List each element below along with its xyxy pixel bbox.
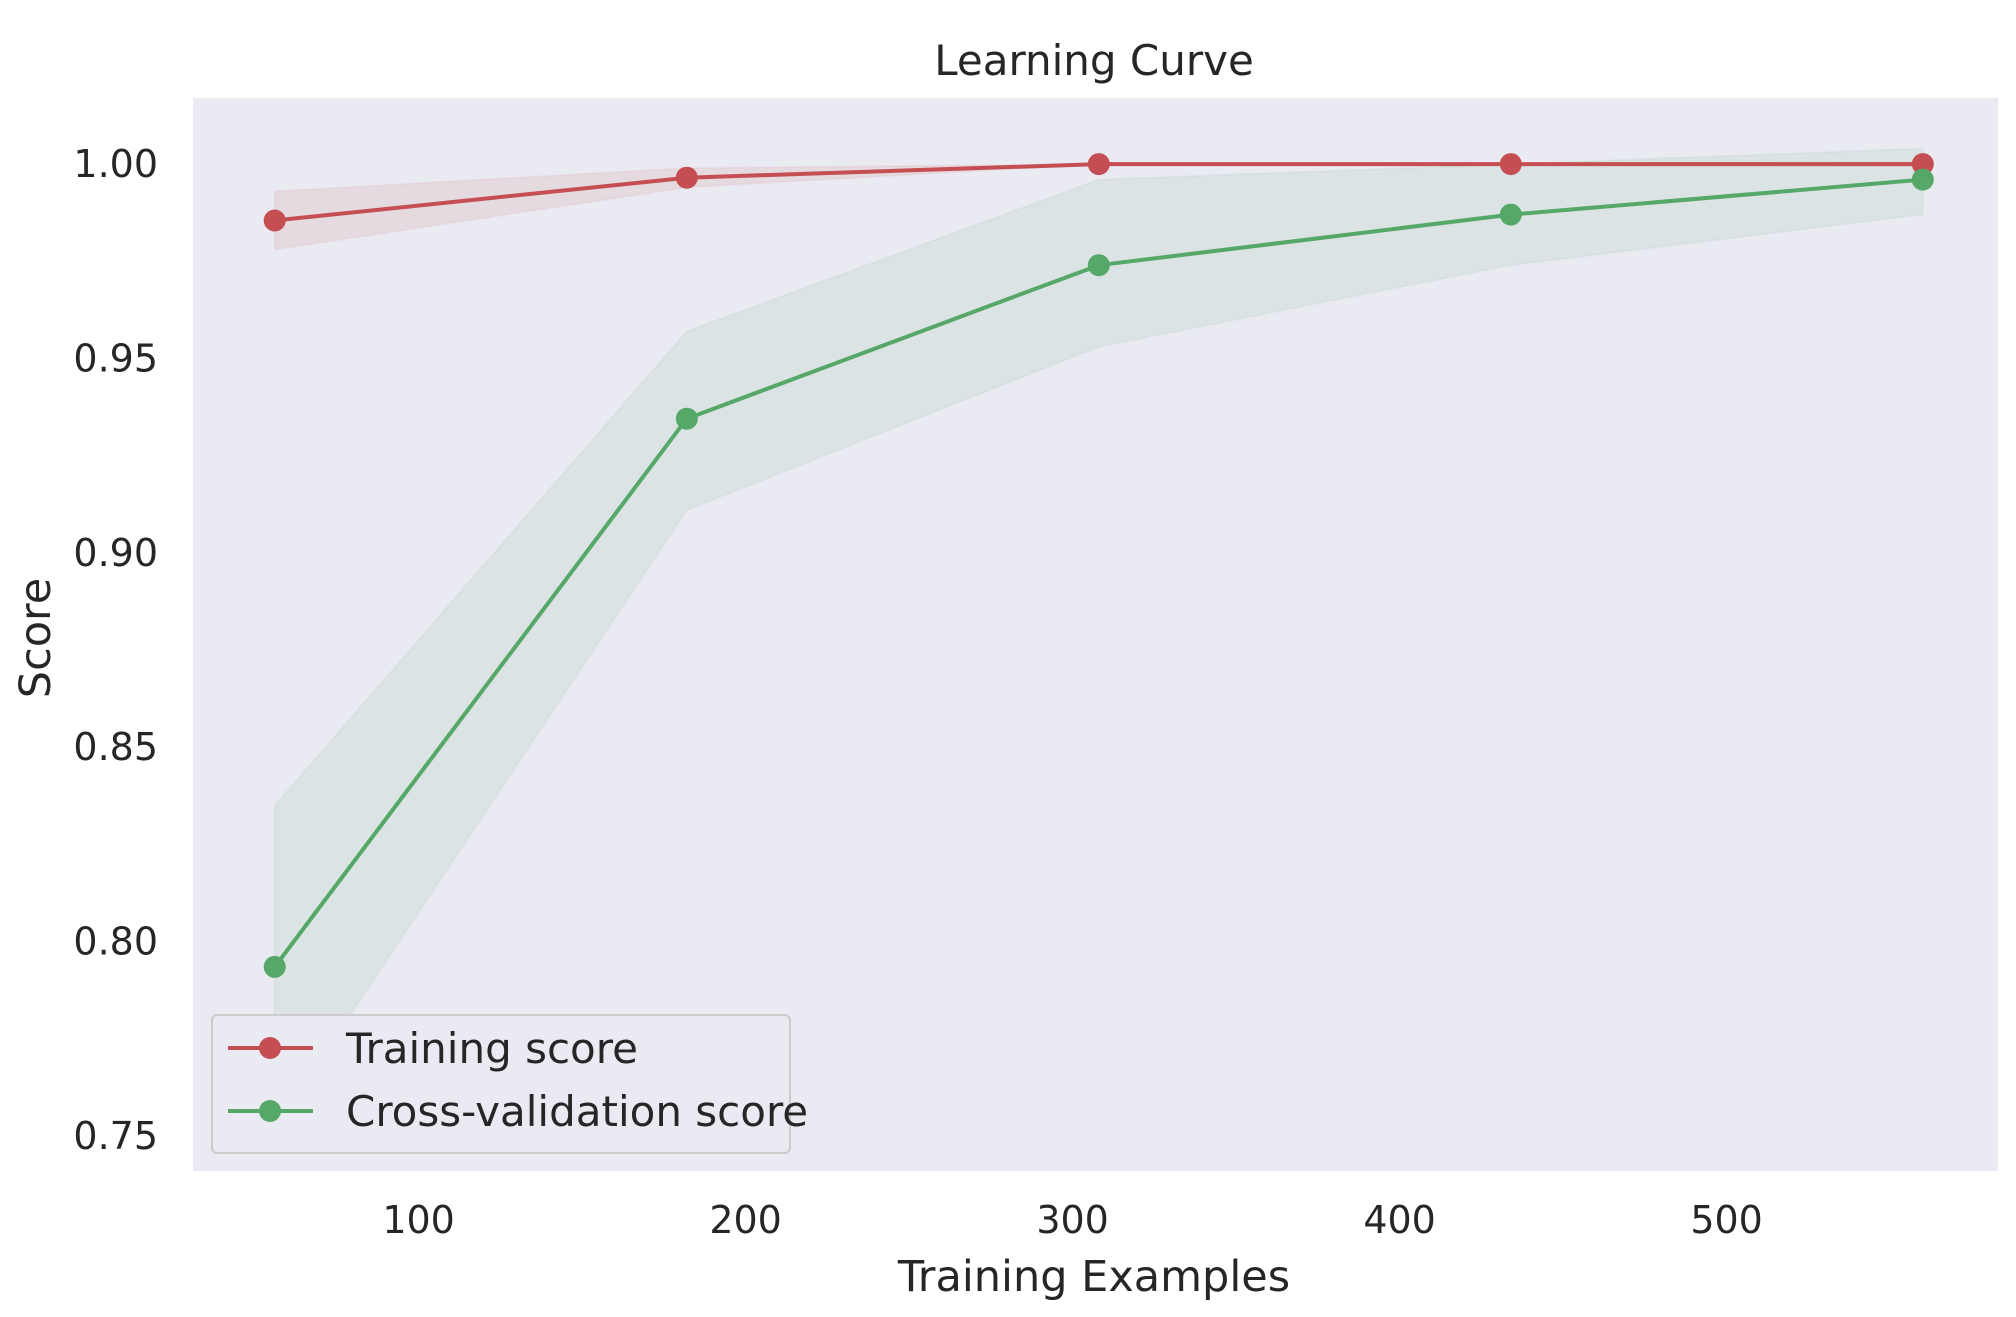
series-1-point-2 xyxy=(1087,254,1110,277)
series-0-point-1 xyxy=(675,166,698,189)
series-0-point-3 xyxy=(1499,153,1522,176)
series-0-point-0 xyxy=(263,209,286,232)
x-tick-label-0: 100 xyxy=(382,1198,455,1242)
legend-marker-1 xyxy=(259,1100,281,1122)
plot-area xyxy=(193,98,1998,1171)
legend-label-0: Training score xyxy=(345,1024,638,1073)
legend: Training score Cross-validation score xyxy=(211,1014,808,1154)
legend-marker-0 xyxy=(259,1037,281,1059)
x-axis-ticks: 100 200 300 400 500 xyxy=(382,1198,1763,1242)
x-tick-label-2: 300 xyxy=(1036,1198,1109,1242)
legend-label-1: Cross-validation score xyxy=(346,1087,808,1136)
x-tick-label-3: 400 xyxy=(1363,1198,1436,1242)
y-tick-label-2: 0.85 xyxy=(73,725,158,769)
x-tick-label-4: 500 xyxy=(1690,1198,1763,1242)
y-axis-title: Score xyxy=(11,578,61,698)
series-0-point-2 xyxy=(1087,153,1110,176)
series-markers xyxy=(263,153,1934,978)
series-1-point-1 xyxy=(675,407,698,430)
series-1-point-3 xyxy=(1499,203,1522,226)
x-axis-title: Training Examples xyxy=(897,1252,1290,1302)
y-tick-label-3: 0.90 xyxy=(73,531,158,575)
legend-box xyxy=(211,1014,791,1154)
series-1-band xyxy=(273,147,1924,1132)
series-0-point-4 xyxy=(1911,153,1934,176)
y-tick-label-0: 0.75 xyxy=(73,1114,158,1158)
y-tick-label-1: 0.80 xyxy=(73,920,158,964)
x-tick-label-1: 200 xyxy=(709,1198,782,1242)
y-axis-ticks: 0.75 0.80 0.85 0.90 0.95 1.00 xyxy=(73,142,158,1158)
series-1-point-4 xyxy=(1911,168,1934,191)
y-tick-label-5: 1.00 xyxy=(73,142,158,186)
series-1-point-0 xyxy=(263,955,286,978)
y-tick-label-4: 0.95 xyxy=(73,337,158,381)
chart-title: Learning Curve xyxy=(934,36,1254,85)
